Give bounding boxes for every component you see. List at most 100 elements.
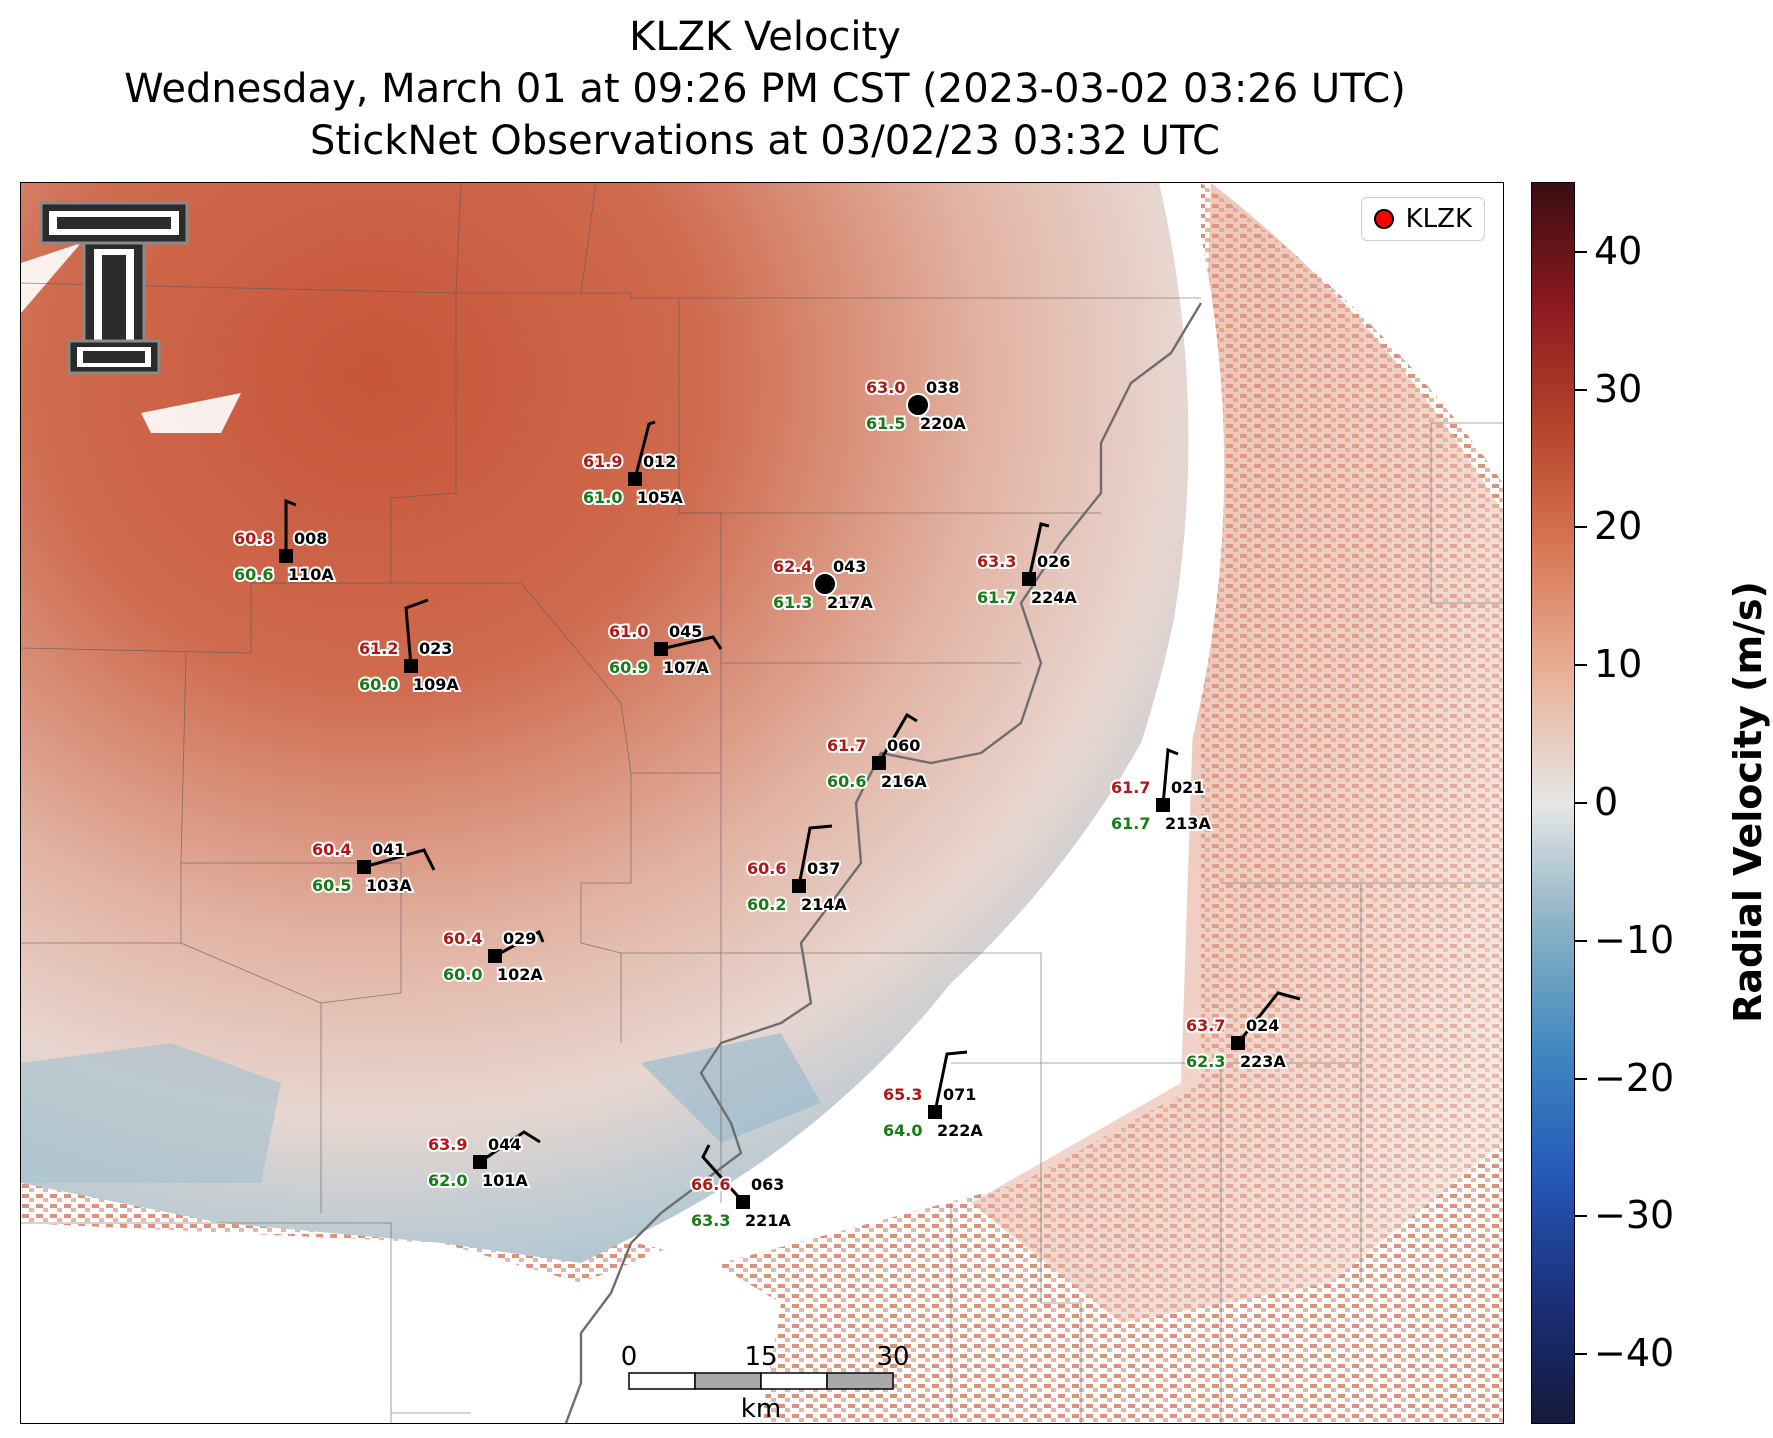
station-dewpoint: 61.7 <box>977 588 1016 607</box>
colorbar-tick-label: 20 <box>1594 504 1643 549</box>
station-041[interactable]: 60.4 041 60.5 103A <box>310 838 436 897</box>
station-id: 012 <box>643 452 676 471</box>
wind-barb <box>877 712 918 764</box>
station-temperature: 60.6 <box>747 859 786 878</box>
station-code: 220A <box>920 414 966 433</box>
station-071[interactable]: 65.3 071 64.0 222A <box>881 1050 985 1142</box>
station-037[interactable]: 60.6 037 60.2 214A <box>745 824 849 916</box>
station-id: 023 <box>419 639 452 658</box>
station-code: 101A <box>482 1171 528 1190</box>
station-id: 008 <box>294 529 327 548</box>
station-temperature: 60.8 <box>234 529 273 548</box>
station-024[interactable]: 63.7 024 62.3 223A <box>1184 991 1301 1073</box>
station-temperature: 61.9 <box>583 452 622 471</box>
station-marker-square <box>279 549 293 563</box>
station-marker-square <box>473 1155 487 1169</box>
colorbar-tick <box>1575 802 1587 804</box>
station-063[interactable]: 66.6 063 63.3 221A <box>689 1144 793 1232</box>
colorbar-tick <box>1575 1077 1587 1080</box>
texas-tech-double-t-logo <box>39 201 189 381</box>
station-dewpoint: 60.0 <box>359 675 398 694</box>
scale-bar-segment <box>760 1372 828 1390</box>
station-code: 107A <box>663 658 709 677</box>
station-code: 213A <box>1165 814 1211 833</box>
station-code: 221A <box>745 1211 791 1230</box>
station-id: 029 <box>503 929 536 948</box>
station-marker-square <box>1156 798 1170 812</box>
station-045[interactable]: 61.0 045 60.9 107A <box>607 620 723 679</box>
colorbar-tick <box>1575 250 1587 253</box>
station-id: 043 <box>833 557 866 576</box>
station-021[interactable]: 61.7 021 61.7 213A <box>1109 747 1213 835</box>
station-dewpoint: 60.6 <box>234 565 273 584</box>
colorbar-tick <box>1575 1353 1587 1356</box>
colorbar-tick <box>1575 526 1587 529</box>
wind-barb <box>797 824 833 887</box>
station-code: 222A <box>937 1121 983 1140</box>
station-code: 102A <box>497 965 543 984</box>
station-temperature: 63.0 <box>866 378 905 397</box>
colorbar-tick-label: −30 <box>1594 1193 1675 1238</box>
station-dewpoint: 62.3 <box>1186 1052 1225 1071</box>
station-id: 037 <box>807 859 840 878</box>
station-dewpoint: 60.5 <box>312 876 351 895</box>
station-043[interactable]: 62.4 043 61.3 217A <box>771 555 875 614</box>
station-008[interactable]: 60.8 008 60.6 110A <box>232 498 336 586</box>
radar-map[interactable]: 63.0 038 61.5 220A 61.9 012 61.0 105A 60.8 008 60.… <box>20 182 1504 1424</box>
station-dewpoint: 60.9 <box>609 658 648 677</box>
station-marker-square <box>1231 1036 1245 1050</box>
colorbar-tick <box>1575 1215 1587 1218</box>
colorbar-tick <box>1575 388 1587 391</box>
station-code: 223A <box>1240 1052 1286 1071</box>
colorbar-tick-label: −10 <box>1594 917 1675 962</box>
station-marker-square <box>736 1195 750 1209</box>
station-012[interactable]: 61.9 012 61.0 105A <box>581 420 685 509</box>
velocity-field <box>21 183 1225 1423</box>
map-subtitle-observations: StickNet Observations at 03/02/23 03:32 … <box>310 118 1220 164</box>
station-marker-square <box>488 949 502 963</box>
station-026[interactable]: 63.3 026 61.7 224A <box>975 522 1079 609</box>
map-title: KLZK Velocity <box>629 14 901 60</box>
station-id: 038 <box>926 378 959 397</box>
station-temperature: 61.7 <box>1111 778 1150 797</box>
station-temperature: 66.6 <box>691 1175 730 1194</box>
colorbar-label: Radial Velocity (m/s) <box>1726 581 1770 1023</box>
station-temperature: 60.4 <box>312 840 351 859</box>
station-id: 071 <box>943 1085 976 1104</box>
station-temperature: 63.3 <box>977 552 1016 571</box>
station-dewpoint: 60.6 <box>827 772 866 791</box>
station-marker-square <box>628 472 642 486</box>
colorbar-tick-label: 40 <box>1594 228 1643 273</box>
station-id: 045 <box>669 622 702 641</box>
station-code: 216A <box>881 772 927 791</box>
station-023[interactable]: 61.2 023 60.0 109A <box>357 598 461 696</box>
station-id: 026 <box>1037 552 1070 571</box>
station-code: 105A <box>637 488 683 507</box>
wind-barb <box>479 1130 541 1164</box>
station-dewpoint: 61.3 <box>773 593 812 612</box>
station-temperature: 62.4 <box>773 557 812 576</box>
map-legend: KLZK <box>1360 197 1485 241</box>
station-id: 024 <box>1246 1016 1279 1035</box>
station-marker-circle <box>813 572 837 596</box>
station-038[interactable]: 63.0 038 61.5 220A <box>864 376 968 435</box>
station-marker-square <box>872 756 886 770</box>
station-code: 217A <box>827 593 873 612</box>
radar-marker-icon <box>1373 209 1394 229</box>
station-044[interactable]: 63.9 044 62.0 101A <box>426 1130 541 1192</box>
scale-bar-tick-label: 0 <box>621 1342 638 1372</box>
wind-barb <box>404 598 429 667</box>
colorbar-tick <box>1575 939 1587 942</box>
colorbar-tick-label: 0 <box>1594 780 1619 824</box>
station-code: 109A <box>413 675 459 694</box>
scale-bar-tick-label: 30 <box>876 1342 909 1372</box>
station-id: 041 <box>372 840 405 859</box>
county-borders <box>21 183 1503 1423</box>
station-029[interactable]: 60.4 029 60.0 102A <box>441 927 545 986</box>
station-marker-square <box>404 659 418 673</box>
station-id: 021 <box>1171 778 1204 797</box>
colorbar-tick <box>1575 664 1587 667</box>
scale-bar: 0 15 30 km <box>621 1342 910 1423</box>
station-060[interactable]: 61.7 060 60.6 216A <box>825 712 929 793</box>
station-dewpoint: 61.5 <box>866 414 905 433</box>
